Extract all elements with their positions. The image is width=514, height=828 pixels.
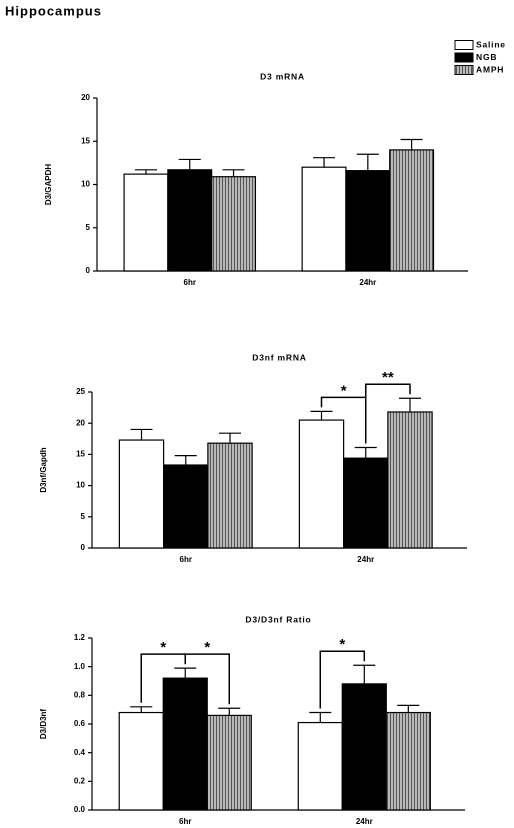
bar <box>343 457 389 549</box>
y-tick-label: 20 <box>81 93 90 102</box>
y-tick-label: 15 <box>81 136 90 145</box>
bar <box>387 411 433 549</box>
chart-title: D3 mRNA <box>260 71 305 81</box>
y-tick-label: 0.0 <box>74 805 86 814</box>
x-tick-label: 6hr <box>180 555 192 564</box>
significance-label: * <box>339 636 345 653</box>
bar <box>345 170 391 272</box>
legend-label: NGB <box>476 52 497 62</box>
y-axis-label: D3/GAPDH <box>44 164 53 206</box>
legend-label: Saline <box>476 39 506 49</box>
bar <box>298 419 345 549</box>
bar <box>206 714 252 811</box>
y-tick-label: 0.8 <box>74 690 86 699</box>
y-tick-label: 0.4 <box>74 748 86 757</box>
significance-label: ** <box>382 369 394 386</box>
y-axis-label: D3/D3nf <box>39 709 48 740</box>
page-title: Hippocampus <box>5 3 102 18</box>
x-tick-label: 24hr <box>357 555 374 564</box>
y-tick-label: 15 <box>76 450 85 459</box>
bar <box>118 439 165 549</box>
y-tick-label: 25 <box>76 387 85 396</box>
y-tick-label: 0 <box>86 266 91 275</box>
chart-title: D3nf mRNA <box>252 352 306 362</box>
y-tick-label: 20 <box>76 418 85 427</box>
significance-label: * <box>204 639 210 656</box>
chart-title: D3/D3nf Ratio <box>245 614 311 624</box>
legend-label: AMPH <box>476 64 504 74</box>
significance-bracket <box>184 653 231 705</box>
bar <box>118 711 164 811</box>
y-tick-label: 10 <box>76 481 85 490</box>
bar <box>297 721 343 811</box>
legend-swatch <box>454 52 474 63</box>
y-tick-label: 0.2 <box>74 776 86 785</box>
bar <box>385 711 431 811</box>
bar <box>211 176 257 272</box>
significance-bracket <box>365 383 411 444</box>
bar <box>123 173 169 272</box>
legend-swatch <box>454 65 474 75</box>
bar <box>301 166 347 272</box>
bar <box>163 464 209 549</box>
x-tick-label: 24hr <box>356 817 373 826</box>
significance-label: * <box>341 382 347 399</box>
y-tick-label: 0.6 <box>74 719 86 728</box>
y-tick-label: 5 <box>81 512 86 521</box>
significance-bracket <box>319 650 366 709</box>
y-axis-label: D3nf/Gapdh <box>39 447 48 492</box>
y-tick-label: 10 <box>81 180 90 189</box>
x-tick-label: 6hr <box>184 278 196 287</box>
bar <box>167 169 213 272</box>
bar <box>162 677 208 811</box>
y-tick-label: 1.0 <box>74 662 86 671</box>
x-tick-label: 6hr <box>179 817 191 826</box>
bar <box>389 149 435 272</box>
bar <box>207 442 253 549</box>
y-tick-label: 0 <box>81 543 86 552</box>
y-tick-label: 5 <box>86 223 91 232</box>
y-tick-label: 1.2 <box>74 633 86 642</box>
bar <box>341 683 387 811</box>
significance-label: * <box>160 639 166 656</box>
legend-swatch <box>454 40 474 50</box>
x-tick-label: 24hr <box>359 278 376 287</box>
